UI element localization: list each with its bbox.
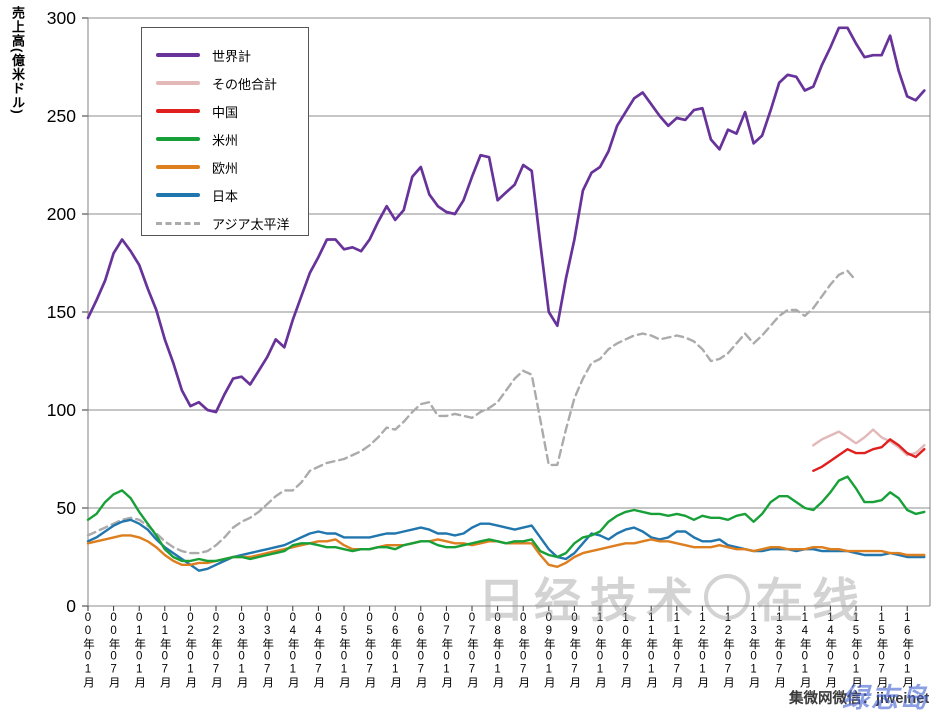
x-tick-label-0: 00年01月 — [82, 612, 94, 689]
x-tick-label-16: 08年01月 — [491, 612, 504, 689]
x-tick-label-18: 09年01月 — [542, 612, 555, 689]
legend-label-asia_pacific: アジア太平洋 — [212, 216, 290, 232]
x-tick-label-3: 01年07月 — [158, 612, 171, 689]
line-americas — [86, 475, 926, 563]
legend-line-sample-japan — [156, 193, 200, 197]
x-tick-label-20: 10年01月 — [594, 612, 606, 689]
x-tick-label-9: 04年07月 — [312, 612, 325, 689]
legend-line-sample-americas — [156, 137, 200, 141]
x-tick-label-32: 16年01月 — [901, 612, 914, 689]
signature-watermark: 绿志岛 — [842, 683, 929, 713]
y-tick-label-200: 200 — [47, 204, 76, 224]
y-tick-label-100: 100 — [47, 400, 76, 420]
x-tick-label-15: 07年07月 — [466, 612, 478, 689]
legend-item-world: 世界計 — [156, 41, 308, 69]
x-tick-label-23: 11年07月 — [670, 612, 683, 689]
legend-label-americas: 米州 — [212, 132, 239, 148]
x-tick-label-1: 00年07月 — [107, 612, 120, 689]
x-tick-label-13: 06年07月 — [414, 612, 427, 689]
legend-item-china: 中国 — [156, 97, 308, 125]
line-other_total — [812, 428, 926, 457]
credit-watermark: 集微网微信：jiweinet — [789, 691, 930, 707]
legend-label-other_total: その他合計 — [212, 76, 278, 92]
x-tick-label-17: 08年07月 — [517, 612, 530, 689]
legend-line-sample-europe — [156, 165, 200, 169]
legend-line-sample-asia_pacific — [156, 221, 200, 225]
legend-item-americas: 米州 — [156, 125, 308, 153]
y-tick-label-300: 300 — [47, 8, 76, 28]
watermark-ring-logo-icon — [704, 573, 750, 620]
y-axis-title: 売上高(億米ドル) — [10, 6, 25, 115]
x-tick-label-19: 09年07月 — [568, 612, 581, 689]
legend-item-europe: 欧州 — [156, 153, 308, 181]
x-tick-label-30: 15年01月 — [850, 612, 862, 689]
y-tick-label-0: 0 — [66, 596, 76, 616]
x-tick-label-29: 14年07月 — [824, 612, 837, 689]
x-tick-label-12: 06年01月 — [389, 612, 402, 689]
x-tick-label-14: 07年01月 — [440, 612, 453, 689]
legend-label-world: 世界計 — [212, 48, 252, 64]
line-world — [86, 26, 926, 414]
legend-label-japan: 日本 — [212, 188, 239, 204]
x-tick-label-21: 10年07月 — [619, 612, 632, 689]
x-tick-label-10: 05年01月 — [338, 612, 350, 689]
legend-line-sample-other_total — [156, 81, 200, 85]
y-tick-label-50: 50 — [57, 498, 77, 518]
x-tick-label-31: 15年07月 — [875, 612, 888, 689]
x-tick-label-4: 02年01月 — [184, 612, 197, 689]
x-tick-label-22: 11年01月 — [645, 612, 658, 689]
x-tick-label-24: 12年01月 — [696, 612, 709, 689]
watermark-text-right: 在线 — [756, 574, 868, 627]
legend-line-sample-world — [156, 53, 200, 57]
x-tick-label-11: 05年07月 — [363, 612, 376, 689]
legend-item-japan: 日本 — [156, 181, 308, 209]
legend-item-other_total: その他合計 — [156, 69, 308, 97]
x-tick-label-26: 13年01月 — [747, 612, 760, 689]
y-tick-label-250: 250 — [47, 106, 76, 126]
legend-line-sample-china — [156, 109, 200, 113]
x-tick-label-6: 03年01月 — [235, 612, 248, 689]
center-watermark: 日经技术 在线 — [478, 562, 868, 631]
line-china — [812, 438, 926, 472]
line-asia_pacific — [86, 269, 858, 555]
y-tick-label-150: 150 — [47, 302, 76, 322]
legend-item-asia_pacific: アジア太平洋 — [156, 209, 308, 237]
x-tick-label-8: 04年01月 — [286, 612, 299, 689]
legend-box: 世界計その他合計中国米州欧州日本アジア太平洋 — [141, 27, 309, 236]
x-tick-label-7: 03年07月 — [261, 612, 274, 689]
x-tick-label-27: 13年07月 — [773, 612, 786, 689]
legend-label-china: 中国 — [212, 104, 239, 120]
legend-label-europe: 欧州 — [212, 160, 239, 176]
x-tick-label-5: 02年07月 — [210, 612, 222, 689]
x-tick-label-2: 01年01月 — [133, 612, 146, 689]
x-tick-label-28: 14年01月 — [798, 612, 811, 689]
x-tick-label-25: 12年07月 — [722, 612, 734, 689]
watermark-text-left: 日经技术 — [478, 574, 702, 627]
